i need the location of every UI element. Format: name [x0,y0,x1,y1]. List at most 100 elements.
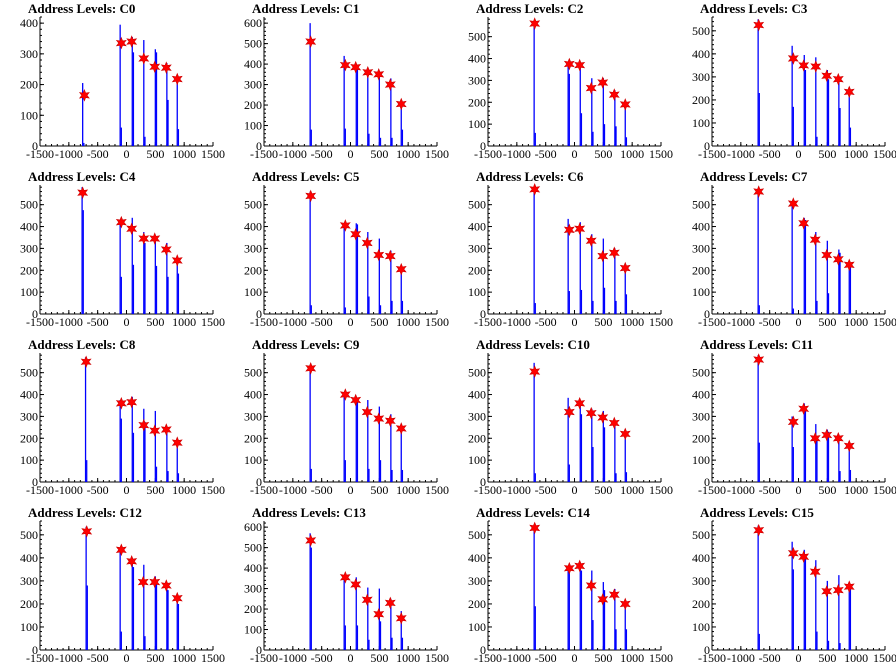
y-tick-label: 300 [20,409,38,423]
y-tick-label: 0 [32,643,38,657]
y-tick-label: 100 [692,116,710,130]
y-tick-label: 600 [244,520,262,534]
peak-marker [350,393,362,407]
chart-svg: Address Levels: C15 0 100 200 300 400 500 -1500… [692,505,896,665]
peak-marker [384,596,396,610]
x-tick-label: -1500 [474,483,502,497]
peak-marker [171,436,183,449]
y-tick-label: 500 [692,528,710,542]
chart-svg: Address Levels: C30100200300400500-1500-… [692,1,896,161]
y-tick-label: 0 [480,307,486,321]
y-tick-label: 400 [692,551,710,565]
y-tick-label: 500 [244,366,262,380]
x-tick-label: 0 [572,651,578,665]
x-tick-label: 1500 [873,483,896,497]
x-tick-label: 500 [818,483,836,497]
peak-marker [115,215,127,229]
peak-marker [597,249,609,263]
x-tick-label: 0 [348,315,354,329]
y-tick-label: 300 [20,241,38,255]
y-tick-label: 200 [20,597,38,611]
peak-marker [832,253,844,266]
x-tick-label: 500 [594,483,612,497]
y-tick-label: 200 [244,98,262,112]
chart-title: Address Levels: C3 [700,1,808,16]
x-tick-label: -500 [311,147,333,161]
peak-marker [305,362,317,375]
peak-marker [149,424,161,437]
y-tick-label: 500 [468,366,486,380]
x-tick-label: -1000 [279,315,307,329]
x-tick-label: -1000 [503,651,531,665]
y-tick-label: 0 [256,139,262,153]
x-tick-label: -500 [311,483,333,497]
chart-panel: Address Levels: C3 0 100 200 300 400 500 -1500-… [672,0,896,168]
peak-marker [574,58,586,72]
x-tick-label: 0 [124,483,130,497]
peak-marker [126,395,138,409]
y-tick-label: 300 [692,70,710,84]
x-tick-label: 500 [370,651,388,665]
peak-marker [787,197,799,210]
x-tick-label: -1500 [698,483,726,497]
y-tick-label: 400 [20,388,38,402]
peak-marker [350,578,362,591]
x-tick-label: -1000 [727,651,755,665]
x-tick-label: -1000 [279,651,307,665]
peak-marker [78,89,90,102]
chart-title: Address Levels: C8 [28,337,136,352]
x-tick-label: 0 [796,651,802,665]
x-tick-label: 1000 [172,483,196,497]
peak-marker [787,415,799,429]
x-tick-label: 1000 [620,147,644,161]
chart-panel: Address Levels: C11 0 100 200 300 400 500 -1500… [672,336,896,504]
x-tick-label: 1000 [844,483,868,497]
peak-marker [529,183,541,196]
chart-panel: Address Levels: C2 0 100 200 300 400 500 -1500-… [448,0,673,168]
chart-svg: Address Levels: C90100200300400500-1500-… [244,337,449,497]
chart-panel: Address Levels: C7 0 100 200 300 400 500 -1500-… [672,168,896,336]
y-tick-label: 0 [704,643,710,657]
peak-marker [608,88,620,101]
peak-marker [821,428,833,442]
peak-marker [529,365,541,378]
y-tick-label: 200 [468,95,486,109]
x-tick-label: -500 [535,147,557,161]
peak-marker [339,388,351,401]
y-tick-label: 300 [468,409,486,423]
peak-marker [787,546,799,560]
chart-svg: Address Levels: C11 0 100 200 300 400 500 -1500… [692,337,896,497]
chart-svg: Address Levels: C10 0 100 200 300 400 500 -1500… [468,337,673,497]
y-tick-label: 500 [692,198,710,212]
x-tick-label: 1500 [425,651,449,665]
x-tick-label: 0 [796,147,802,161]
peak-marker [305,534,317,547]
chart-title: Address Levels: C9 [252,337,360,352]
peak-marker [529,521,541,535]
x-tick-label: 1000 [172,315,196,329]
x-tick-label: -1000 [55,315,83,329]
chart-panel: Address Levels: C14 0 100 200 300 400 500 -1500… [448,504,673,672]
x-tick-label: -1500 [26,651,54,665]
x-tick-label: 1000 [172,651,196,665]
x-tick-label: -1000 [503,483,531,497]
x-tick-label: 1000 [844,651,868,665]
y-tick-label: 200 [20,431,38,445]
y-tick-label: 400 [692,388,710,402]
y-tick-label: 500 [244,541,262,555]
x-tick-label: -1500 [698,315,726,329]
x-tick-label: 500 [146,147,164,161]
x-tick-label: -500 [87,651,109,665]
y-tick-label: 0 [32,475,38,489]
y-tick-label: 0 [704,307,710,321]
y-tick-label: 500 [20,198,38,212]
y-tick-label: 0 [256,643,262,657]
x-tick-label: 1000 [172,147,196,161]
x-tick-label: 1500 [201,147,225,161]
peak-marker [160,243,172,256]
x-tick-label: -1500 [474,147,502,161]
peak-marker [574,396,586,410]
peak-marker [798,550,810,564]
y-tick-label: 400 [20,220,38,234]
x-tick-label: 500 [370,315,388,329]
